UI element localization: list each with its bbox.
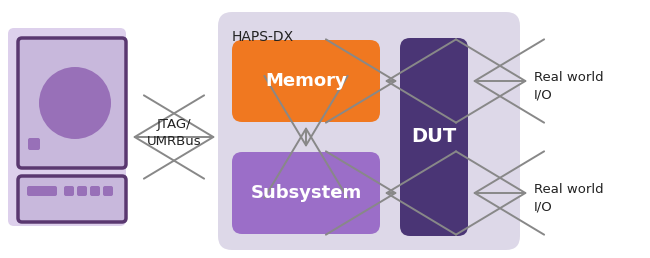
FancyBboxPatch shape	[77, 186, 87, 196]
Text: Memory: Memory	[265, 72, 347, 90]
FancyBboxPatch shape	[232, 40, 380, 122]
Text: DUT: DUT	[411, 127, 456, 147]
FancyBboxPatch shape	[232, 152, 380, 234]
Text: Real world
I/O: Real world I/O	[534, 183, 604, 213]
FancyBboxPatch shape	[218, 12, 520, 250]
FancyBboxPatch shape	[18, 38, 126, 168]
Ellipse shape	[39, 67, 111, 139]
FancyBboxPatch shape	[18, 176, 126, 222]
FancyBboxPatch shape	[400, 38, 468, 236]
FancyBboxPatch shape	[27, 186, 57, 196]
Text: HAPS-DX: HAPS-DX	[232, 30, 294, 44]
Text: JTAG/
UMRBus: JTAG/ UMRBus	[147, 118, 202, 148]
FancyBboxPatch shape	[90, 186, 100, 196]
FancyBboxPatch shape	[64, 186, 74, 196]
Text: Subsystem: Subsystem	[250, 184, 361, 202]
FancyBboxPatch shape	[103, 186, 113, 196]
Text: Real world
I/O: Real world I/O	[534, 71, 604, 101]
FancyBboxPatch shape	[8, 28, 126, 226]
FancyBboxPatch shape	[28, 138, 40, 150]
